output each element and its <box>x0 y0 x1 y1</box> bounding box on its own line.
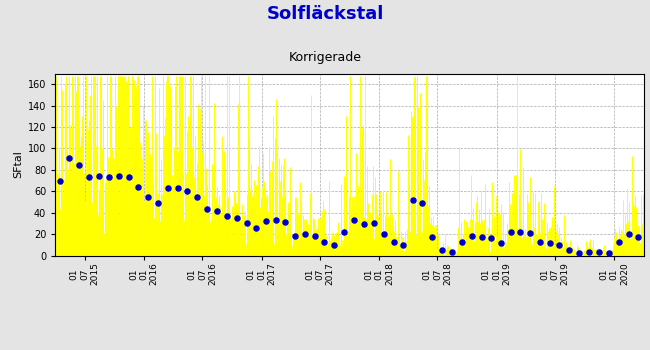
Point <box>486 236 497 241</box>
Point <box>309 233 320 239</box>
Point <box>271 217 281 223</box>
Point <box>231 215 242 221</box>
Text: Korrigerade: Korrigerade <box>289 51 361 64</box>
Point <box>554 242 565 247</box>
Point <box>476 234 487 240</box>
Point <box>496 240 506 245</box>
Point <box>369 220 379 226</box>
Point <box>633 234 644 240</box>
Point <box>604 251 614 256</box>
Point <box>525 230 536 236</box>
Point <box>614 239 624 244</box>
Point <box>261 218 271 224</box>
Point <box>319 239 330 244</box>
Point <box>594 250 604 255</box>
Point <box>94 174 104 179</box>
Text: Solfläckstal: Solfläckstal <box>266 5 384 23</box>
Point <box>212 208 222 213</box>
Point <box>104 175 114 180</box>
Point <box>251 225 261 230</box>
Point <box>623 231 634 237</box>
Point <box>417 200 428 206</box>
Point <box>349 217 359 223</box>
Point <box>515 229 525 235</box>
Point <box>192 194 202 199</box>
Point <box>437 247 447 253</box>
Point <box>241 220 252 226</box>
Point <box>359 222 369 227</box>
Point <box>290 233 300 239</box>
Point <box>153 200 164 206</box>
Point <box>574 251 584 256</box>
Point <box>84 175 94 180</box>
Point <box>545 240 555 245</box>
Point <box>55 178 65 183</box>
Point <box>329 242 339 247</box>
Point <box>643 251 650 256</box>
Point <box>143 194 153 199</box>
Point <box>389 239 399 244</box>
Point <box>280 219 291 225</box>
Point <box>124 175 134 180</box>
Point <box>408 197 418 203</box>
Point <box>466 233 476 239</box>
Point <box>564 247 575 253</box>
Point <box>64 155 75 161</box>
Point <box>114 174 124 179</box>
Point <box>300 231 310 237</box>
Point <box>182 188 192 194</box>
Point <box>378 231 389 237</box>
Point <box>457 239 467 244</box>
Point <box>339 229 350 235</box>
Point <box>162 185 173 191</box>
Point <box>584 250 594 255</box>
Point <box>202 206 212 212</box>
Y-axis label: SFtal: SFtal <box>14 150 23 178</box>
Point <box>534 239 545 244</box>
Point <box>427 234 437 240</box>
Point <box>222 213 232 219</box>
Point <box>397 242 408 247</box>
Point <box>172 185 183 191</box>
Point <box>133 184 144 190</box>
Point <box>74 162 85 167</box>
Point <box>506 229 516 235</box>
Point <box>447 250 457 255</box>
